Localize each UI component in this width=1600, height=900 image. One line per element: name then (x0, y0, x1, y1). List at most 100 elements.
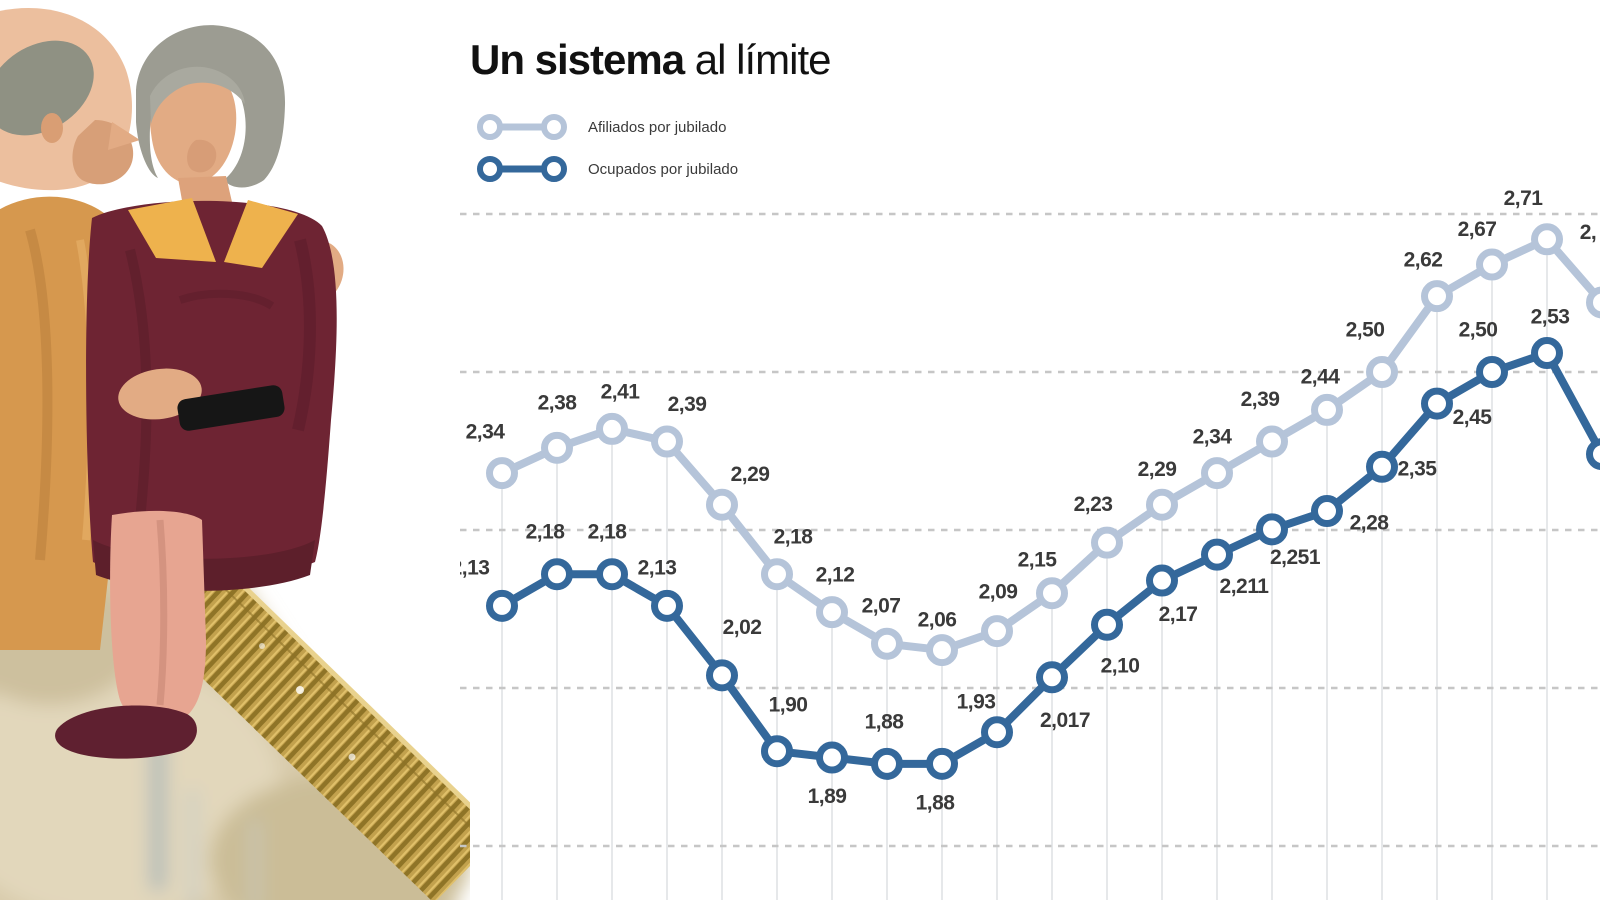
woman-legs (110, 510, 206, 726)
woman-figurine (55, 25, 337, 759)
data-label-afiliados: 2,06 (918, 609, 957, 632)
woman-shoe (55, 705, 197, 759)
data-label-afiliados: 2,09 (979, 581, 1018, 604)
data-label-afiliados: 2,29 (731, 463, 770, 486)
photo-elderly-couple-figurines (0, 8, 470, 900)
data-point-afiliados (486, 457, 518, 490)
data-label-afiliados: 2,71 (1504, 187, 1544, 210)
woman-dress (86, 200, 337, 580)
data-point-afiliados (706, 488, 738, 521)
data-label-ocupados: 2,35 (1398, 457, 1438, 480)
man-nose (108, 122, 140, 150)
data-label-afiliados: 2,18 (774, 526, 814, 549)
man-ear (41, 113, 63, 143)
data-point-ocupados (871, 747, 903, 780)
data-point-ocupados (761, 735, 793, 768)
legend-line-icon-afiliados (477, 114, 567, 140)
data-label-ocupados: 2,211 (1220, 575, 1270, 598)
data-label-ocupados: 2,50 (1459, 319, 1498, 342)
data-label-ocupados: 2,18 (588, 521, 628, 544)
data-point-ocupados (541, 558, 573, 591)
data-label-ocupados: 2,10 (1101, 654, 1140, 677)
data-label-ocupados: 2,17 (1159, 603, 1198, 626)
data-label-afiliados: 2,50 (1346, 319, 1385, 342)
data-point-ocupados (706, 659, 738, 692)
data-label-ocupados: 2,45 (1453, 406, 1493, 429)
data-label-ocupados: 1,90 (769, 694, 808, 717)
data-point-ocupados (486, 589, 518, 622)
woman-hair (136, 25, 286, 188)
chart-title-regular: al límite (684, 36, 832, 83)
data-label-afiliados: 2,67 (1458, 218, 1497, 241)
data-point-ocupados (1146, 564, 1178, 597)
woman-collar-left (128, 198, 216, 262)
chart-legend: Afiliados por jubilado Ocupados por jubi… (474, 106, 738, 190)
data-label-afiliados: 2,62 (1404, 249, 1443, 272)
data-label-afiliados: 2,23 (1074, 493, 1113, 516)
data-point-afiliados (981, 615, 1013, 648)
data-label-ocupados: 2,28 (1350, 512, 1390, 535)
data-point-afiliados (1036, 577, 1068, 610)
man-gray-hair-patch (0, 40, 94, 136)
woman-cheek-shade (187, 139, 217, 173)
data-point-afiliados (1421, 280, 1453, 313)
data-label-ocupados: 2,017 (1040, 709, 1090, 732)
data-point-ocupados (1036, 661, 1068, 694)
data-point-ocupados (926, 747, 958, 780)
data-label-ocupados: 2,02 (723, 616, 762, 639)
legend-item-ocupados: Ocupados por jubilado (474, 148, 738, 190)
data-label-ocupados: 2,13 (638, 556, 677, 579)
black-purse (177, 385, 285, 431)
data-point-ocupados (1256, 513, 1288, 546)
data-point-afiliados (761, 558, 793, 591)
data-label-afiliados: 2,29 (1138, 458, 1177, 481)
data-label-ocupados: 2,251 (1270, 546, 1321, 569)
data-label-ocupados: 2,18 (526, 521, 566, 544)
data-label-afiliados: 2,34 (1193, 426, 1233, 449)
legend-line-icon-ocupados (477, 156, 567, 182)
data-point-afiliados (871, 627, 903, 660)
data-point-afiliados (816, 596, 848, 629)
legend-item-afiliados: Afiliados por jubilado (474, 106, 738, 148)
data-label-afiliados: 2,15 (1018, 549, 1058, 572)
woman-hair-fringe (150, 66, 245, 124)
data-point-ocupados (1476, 356, 1508, 388)
data-point-ocupados (816, 741, 848, 774)
data-point-afiliados (596, 412, 628, 445)
data-point-afiliados (1586, 286, 1600, 319)
euro-coin-edge (130, 538, 470, 900)
data-label-afiliados: 2,39 (1241, 388, 1280, 411)
data-point-afiliados (1146, 488, 1178, 521)
data-point-afiliados (651, 425, 683, 458)
data-point-ocupados (1201, 538, 1233, 571)
data-label-afiliados: 2,07 (862, 594, 901, 617)
data-label-ocupados: 1,89 (808, 785, 847, 808)
data-point-ocupados (1091, 608, 1123, 641)
data-point-afiliados (1531, 223, 1563, 256)
data-label-afiliados: 2,39 (668, 393, 707, 416)
data-point-ocupados (1311, 495, 1343, 528)
data-label-afiliados: 2,12 (816, 564, 855, 587)
legend-label-afiliados: Afiliados por jubilado (588, 118, 727, 136)
data-point-afiliados (1256, 425, 1288, 458)
data-point-afiliados (1366, 356, 1398, 388)
data-label-ocupados: 1,88 (865, 710, 905, 733)
data-point-ocupados (1586, 438, 1600, 471)
data-label-afiliados: 2, (1580, 221, 1597, 244)
data-point-afiliados (1091, 526, 1123, 559)
data-point-ocupados (596, 558, 628, 591)
data-label-ocupados: 2,13 (460, 556, 489, 579)
data-label-ocupados: 1,93 (957, 691, 996, 714)
data-label-afiliados: 2,38 (538, 391, 578, 414)
data-label-ocupados: 2,53 (1531, 306, 1570, 329)
chart-title: Un sistema al límite (470, 36, 832, 84)
data-point-afiliados (1476, 248, 1508, 281)
data-point-ocupados (981, 716, 1013, 749)
line-chart: 2,342,38 2,412,392,292,182,122,072,062,09… (460, 187, 1600, 900)
data-label-afiliados: 2,44 (1301, 365, 1341, 388)
data-point-ocupados (651, 589, 683, 622)
data-point-ocupados (1366, 450, 1398, 483)
data-point-afiliados (926, 634, 958, 667)
data-point-afiliados (541, 431, 573, 464)
